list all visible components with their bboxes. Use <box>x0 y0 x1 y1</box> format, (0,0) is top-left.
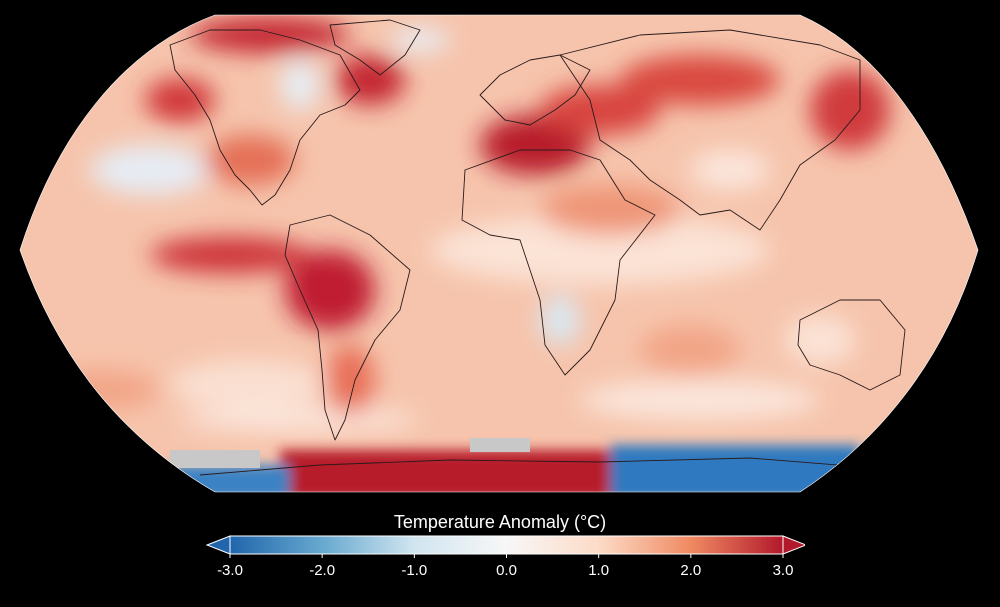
colorbar-tick-label: -3.0 <box>217 562 243 579</box>
temperature-anomaly-map <box>19 14 979 493</box>
colorbar-min-extension-arrow <box>205 535 231 555</box>
colorbar-gradient <box>229 535 784 555</box>
asia-outline <box>559 29 861 231</box>
colorbar-tick-label: -2.0 <box>309 562 336 579</box>
colorbar-tick-label: 0.0 <box>496 562 517 579</box>
greenland-outline <box>329 19 421 76</box>
anomaly-field <box>20 15 978 492</box>
europe-outline <box>479 54 591 126</box>
colorbar-ticks <box>229 554 784 558</box>
colorbar-tick-label: -1.0 <box>401 562 428 579</box>
no-data-patch <box>470 438 530 452</box>
no-data-patch <box>170 450 260 468</box>
colorbar-tick-label: 2.0 <box>680 562 702 579</box>
legend-title: Temperature Anomaly (°C) <box>393 512 607 532</box>
colorbar <box>205 535 805 558</box>
anomaly-blobs <box>40 17 890 432</box>
colorbar-tick-label: 1.0 <box>588 562 610 579</box>
africa-outline <box>461 149 656 376</box>
globe-outline <box>19 14 979 493</box>
australia-outline <box>797 299 906 391</box>
antarctic-band <box>170 445 860 492</box>
north-america-outline <box>169 29 361 206</box>
colorbar-tick-label: 3.0 <box>772 562 794 579</box>
coastlines <box>169 19 906 476</box>
south-america-outline <box>284 214 411 441</box>
colorbar-max-extension-arrow <box>782 535 805 555</box>
antarctica-outline <box>199 457 901 476</box>
